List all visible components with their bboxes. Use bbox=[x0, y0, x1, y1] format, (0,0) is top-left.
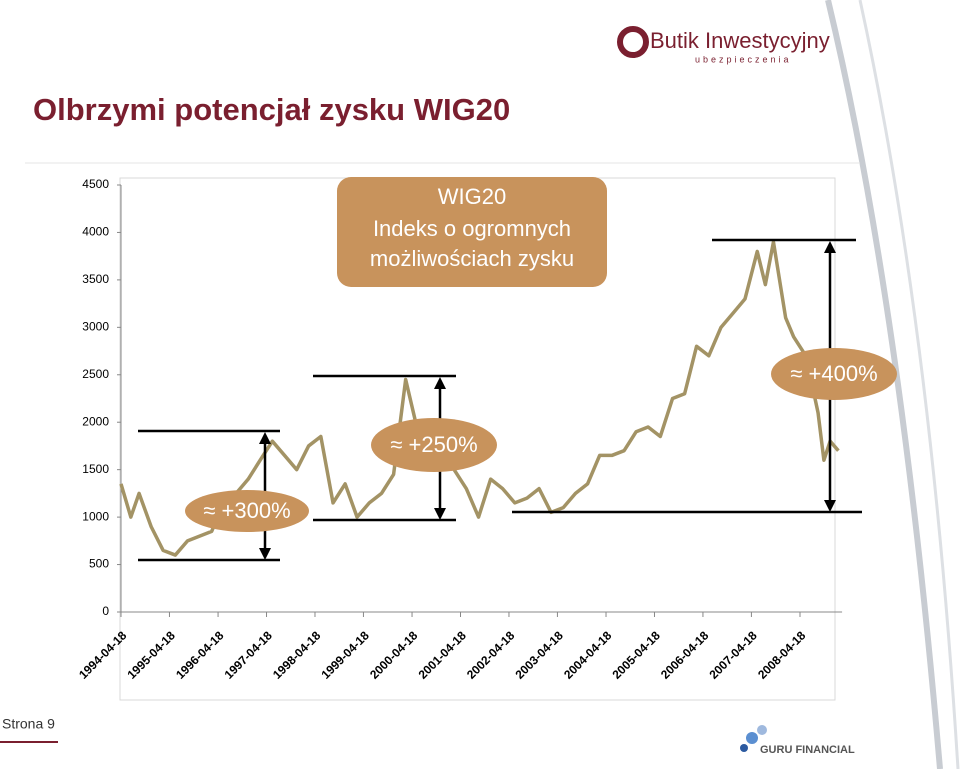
x-tick-label: 2001-04-18 bbox=[416, 628, 470, 682]
callout-text: możliwościach zysku bbox=[370, 246, 574, 271]
x-tick-label: 1999-04-18 bbox=[318, 628, 372, 682]
data-line bbox=[119, 240, 840, 557]
page-number: Strona 9 bbox=[2, 716, 55, 732]
y-tick-label: 4000 bbox=[82, 225, 109, 239]
x-tick-label: 2007-04-18 bbox=[706, 628, 760, 682]
y-tick-label: 2000 bbox=[82, 414, 109, 428]
arrowheads bbox=[259, 241, 836, 560]
x-tick-label: 2004-04-18 bbox=[561, 628, 615, 682]
callout-box bbox=[337, 177, 607, 287]
callout-text: WIG20 bbox=[438, 184, 506, 209]
logo-icon bbox=[740, 744, 748, 752]
y-tick-label: 1000 bbox=[82, 509, 109, 523]
logo-sub: ubezpieczenia bbox=[695, 54, 792, 64]
x-tick-label: 1995-04-18 bbox=[125, 628, 179, 682]
x-tick-label: 1998-04-18 bbox=[270, 628, 324, 682]
annotation-oval bbox=[771, 348, 897, 400]
logo-text: GURU FINANCIAL bbox=[760, 744, 855, 756]
annotation-oval bbox=[371, 418, 497, 472]
x-tick-label: 2003-04-18 bbox=[512, 628, 566, 682]
x-tick-label: 2000-04-18 bbox=[367, 628, 421, 682]
x-tick-label: 1996-04-18 bbox=[173, 628, 227, 682]
y-tick-label: 4500 bbox=[82, 177, 109, 191]
x-tick-label: 1997-04-18 bbox=[222, 628, 276, 682]
x-tick-label: 1994-04-18 bbox=[76, 628, 130, 682]
x-tick-label: 2008-04-18 bbox=[755, 628, 809, 682]
y-tick-label: 2500 bbox=[82, 367, 109, 381]
y-tick-label: 1500 bbox=[82, 462, 109, 476]
annotation-oval bbox=[185, 490, 309, 532]
slide-title: Olbrzymi potencjał zysku WIG20 bbox=[33, 92, 510, 127]
y-tick-label: 3500 bbox=[82, 272, 109, 286]
annotation: ≈ +400% bbox=[790, 361, 877, 386]
annotation: ≈ +300% bbox=[203, 498, 290, 523]
x-tick-label: 2005-04-18 bbox=[610, 628, 664, 682]
y-tick-label: 500 bbox=[89, 557, 109, 571]
x-tick-label: 2002-04-18 bbox=[464, 628, 518, 682]
y-tick-label: 3000 bbox=[82, 320, 109, 334]
x-tick-label: 2006-04-18 bbox=[658, 628, 712, 682]
decor-swoosh bbox=[825, 0, 943, 770]
decor-swoosh bbox=[858, 0, 960, 770]
logo-icon bbox=[757, 725, 767, 735]
annotation: ≈ +250% bbox=[390, 432, 477, 457]
y-tick-label: 0 bbox=[102, 604, 109, 618]
callout-text: Indeks o ogromnych bbox=[373, 216, 571, 241]
logo-icon bbox=[746, 732, 758, 744]
logo-text: Butik Inwestycyjny bbox=[650, 28, 830, 53]
logo-icon bbox=[617, 26, 649, 58]
